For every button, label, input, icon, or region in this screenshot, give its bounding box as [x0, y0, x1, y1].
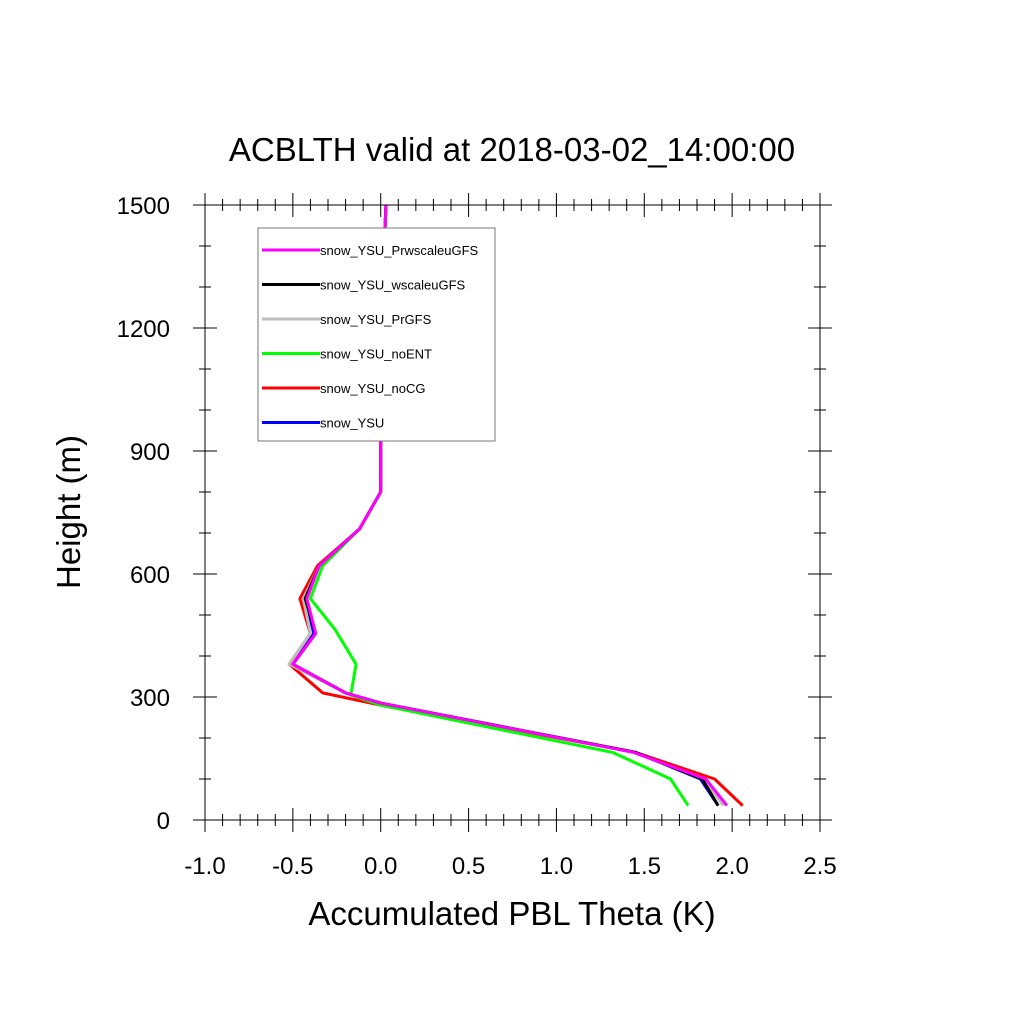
- axis-tick-labels: -1.0 -0.5 0.0 0.5 1.0 1.5 2.0 2.5 0 300 600 900 1200…: [117, 193, 837, 880]
- plot-frame: [204, 204, 821, 821]
- x-tick-label: -0.5: [272, 853, 313, 880]
- axis-ticks: [193, 193, 832, 832]
- x-tick-label: 1.0: [540, 853, 573, 880]
- legend-label: snow_YSU: [320, 416, 384, 431]
- x-tick-label: 1.5: [628, 853, 661, 880]
- x-tick-label: -1.0: [184, 853, 225, 880]
- x-tick-label: 2.0: [715, 853, 748, 880]
- legend-label: snow_YSU_PrGFS: [320, 312, 432, 327]
- chart-title: ACBLTH valid at 2018-03-02_14:00:00: [229, 131, 795, 168]
- legend-label: snow_YSU_PrwscaleuGFS: [320, 243, 479, 258]
- y-tick-label: 0: [157, 808, 170, 835]
- x-tick-label: 0.0: [364, 853, 397, 880]
- legend-label: snow_YSU_wscaleuGFS: [320, 278, 466, 293]
- legend-label: snow_YSU_noCG: [320, 381, 426, 396]
- legend: snow_YSU_PrwscaleuGFS snow_YSU_wscaleuGFS…: [257, 227, 496, 442]
- x-axis-label: Accumulated PBL Theta (K): [308, 895, 715, 932]
- y-tick-label: 1200: [117, 316, 170, 343]
- legend-box: [257, 227, 496, 442]
- y-tick-label: 1500: [117, 193, 170, 220]
- y-axis-label: Height (m): [50, 435, 87, 589]
- y-tick-label: 600: [130, 562, 170, 589]
- y-tick-label: 300: [130, 685, 170, 712]
- y-tick-label: 900: [130, 439, 170, 466]
- x-tick-label: 2.5: [803, 853, 836, 880]
- x-tick-label: 0.5: [452, 853, 485, 880]
- legend-label: snow_YSU_noENT: [320, 347, 432, 362]
